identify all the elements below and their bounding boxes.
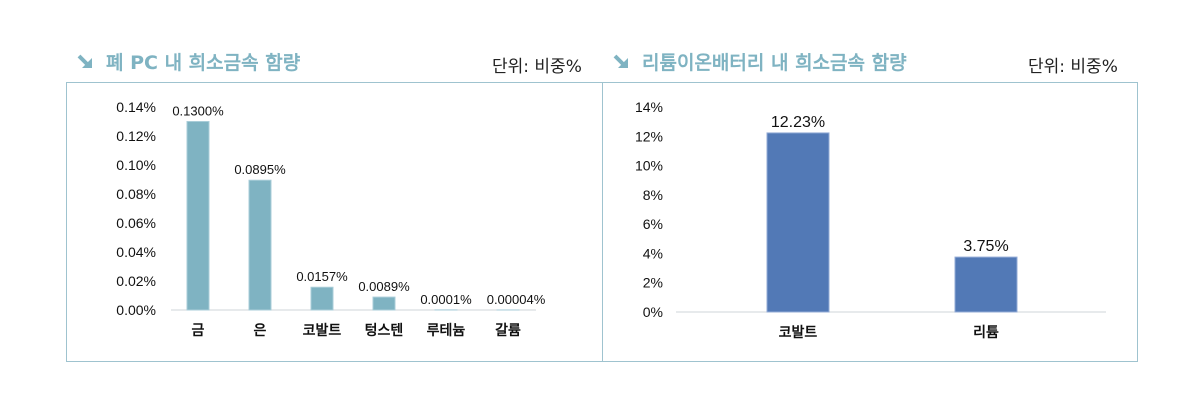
y-tick-label: 0.00% [116, 302, 156, 318]
arrow-down-right-icon [77, 54, 92, 68]
data-label: 0.00004% [487, 292, 546, 307]
y-tick-label: 2% [643, 275, 663, 291]
arrow-down-right-icon [613, 54, 628, 68]
right-chart-title: 리튬이온배터리 내 희소금속 함량 [612, 48, 907, 75]
y-tick-label: 0.10% [116, 157, 156, 173]
left-chart-unit: 단위: 비중% [492, 57, 582, 77]
left-chart-title-text: 폐 PC 내 희소금속 함량 [106, 52, 301, 74]
y-tick-label: 14% [635, 99, 663, 115]
y-tick-label: 12% [635, 128, 663, 144]
category-label: 은 [254, 322, 267, 338]
data-label: 0.0001% [420, 292, 472, 307]
category-label: 코발트 [779, 324, 818, 340]
bar [186, 121, 210, 311]
right-bar-chart: 0% 2% 4% 6% 8% 10% 12% 14% 12.23% 코발트 3.75% 리튬 [635, 99, 1106, 340]
bar [766, 132, 830, 313]
y-tick-label: 10% [635, 158, 663, 174]
data-label: 0.1300% [172, 104, 224, 119]
y-tick-label: 0% [643, 304, 663, 320]
category-label: 갈륨 [495, 322, 521, 338]
bar [954, 256, 1018, 313]
y-tick-label: 0.12% [116, 128, 156, 144]
right-chart-title-text: 리튬이온배터리 내 희소금속 함량 [642, 52, 907, 74]
y-tick-label: 0.04% [116, 244, 156, 260]
bar [372, 296, 396, 311]
y-tick-label: 0.06% [116, 215, 156, 231]
left-chart-title: 폐 PC 내 희소금속 함량 [76, 48, 300, 75]
y-tick-label: 8% [643, 187, 663, 203]
y-tick-label: 6% [643, 216, 663, 232]
left-bar-chart: 0.00% 0.02% 0.04% 0.06% 0.08% 0.10% 0.12% 0.14%… [116, 99, 546, 338]
right-chart-unit: 단위: 비중% [1028, 57, 1118, 77]
y-tick-label: 4% [643, 245, 663, 261]
category-label: 리튬 [973, 324, 999, 340]
data-label: 0.0157% [296, 269, 348, 284]
bar [310, 286, 334, 311]
category-label: 코발트 [303, 322, 342, 338]
y-tick-label: 0.14% [116, 99, 156, 115]
category-label: 텅스텐 [365, 322, 404, 338]
bar [248, 179, 272, 311]
y-tick-label: 0.02% [116, 273, 156, 289]
category-label: 루테늄 [427, 322, 466, 338]
y-tick-label: 0.08% [116, 186, 156, 202]
data-label: 3.75% [963, 238, 1008, 255]
data-label: 0.0895% [234, 162, 286, 177]
data-label: 0.0089% [358, 279, 410, 294]
data-label: 12.23% [771, 114, 825, 131]
panel-divider [602, 82, 603, 362]
category-label: 금 [192, 322, 205, 338]
